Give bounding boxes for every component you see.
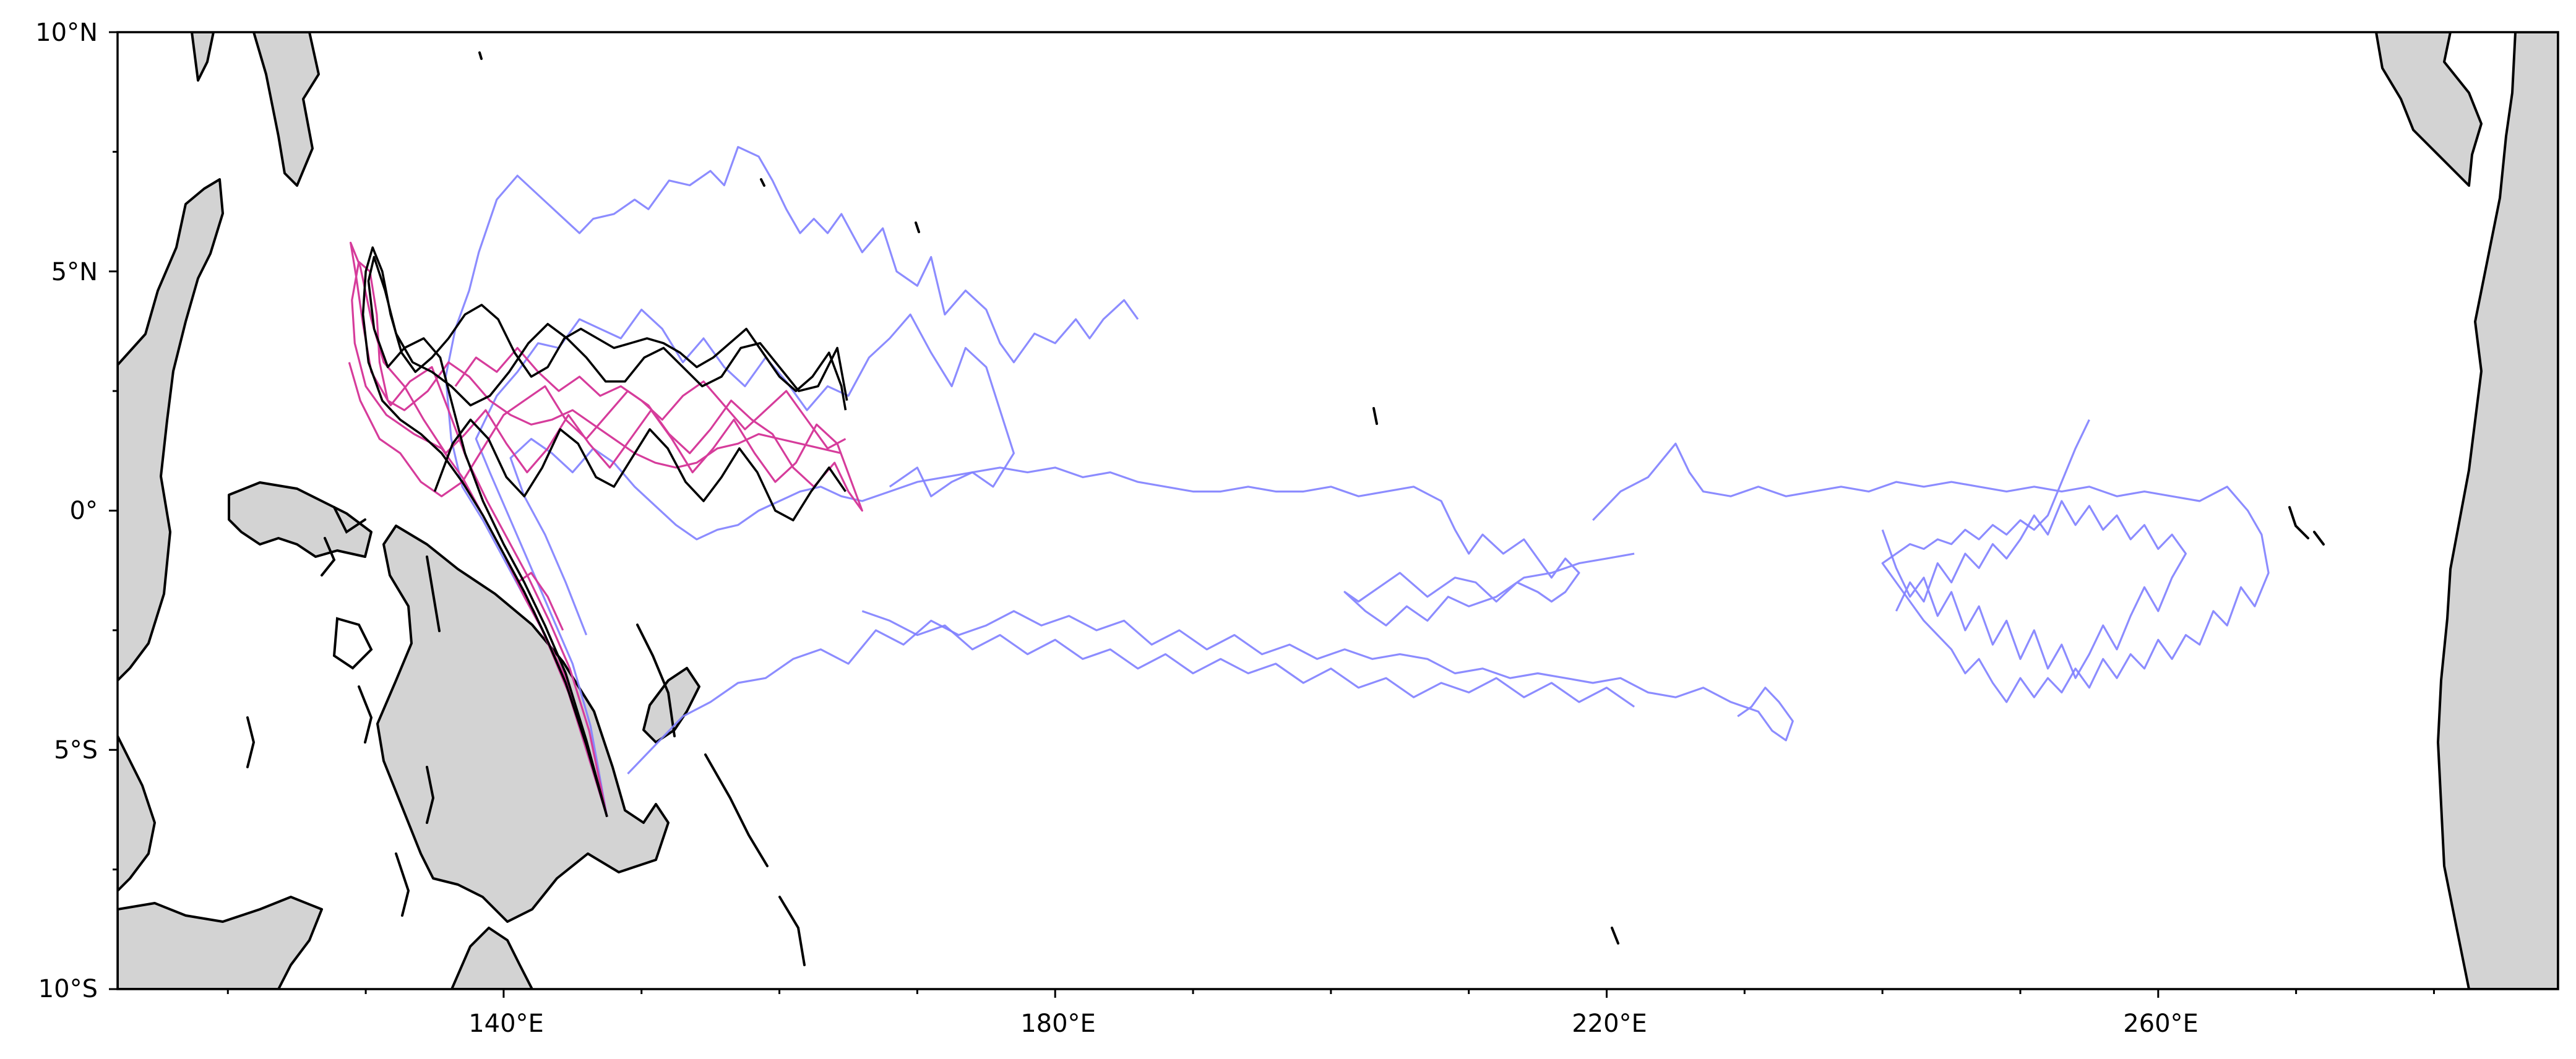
island-outline (760, 178, 765, 187)
black-trajectory-2 (367, 255, 848, 817)
island-outline (395, 852, 410, 917)
island-outline (333, 506, 366, 534)
landmass-new-guinea (376, 525, 670, 923)
landmass-halmahera (252, 32, 320, 187)
landmass-central-america (2375, 32, 2483, 187)
magenta-trajectories (348, 241, 863, 817)
blue-trajectory-2 (475, 309, 1015, 817)
blue-trajectory-6 (627, 610, 1794, 775)
island-outline (1372, 407, 1378, 425)
magenta-trajectory-1 (351, 260, 842, 817)
y-tick-label-10s: 10°S (38, 975, 98, 1003)
magenta-trajectory-4 (454, 346, 846, 450)
black-trajectory-3 (433, 418, 846, 521)
island-outline (426, 555, 441, 632)
island-outline (636, 624, 676, 737)
island-outline (426, 766, 435, 824)
island-outline (2288, 506, 2309, 539)
x-tick-label-140e: 140°E (468, 1010, 544, 1038)
island-outline (704, 753, 769, 867)
island-outline (778, 896, 806, 966)
y-tick-label-5s: 5°S (54, 736, 98, 765)
island-outline (332, 617, 373, 670)
axis-ticks (109, 31, 2435, 998)
island-outline (1611, 927, 1619, 945)
y-tick-label-10n: 10°N (35, 19, 98, 47)
magenta-trajectory-2 (348, 241, 863, 817)
landmass-borneo-edge (118, 735, 156, 892)
landmass-bismarck (642, 667, 700, 744)
landmass-australia-north (118, 896, 323, 989)
x-axis-labels: 140°E 180°E 220°E 260°E (468, 1010, 2199, 1038)
blue-trajectory-1 (444, 146, 1139, 817)
blue-trajectory-4 (1592, 419, 2270, 703)
blue-trajectory-7 (861, 610, 1635, 708)
y-tick-label-5n: 5°N (51, 258, 98, 286)
y-axis-labels: 10°N 5°N 0° 5°S 10°S (35, 19, 98, 1003)
island-layer (246, 51, 2325, 966)
island-outline (321, 537, 336, 577)
x-tick-label-260e: 260°E (2123, 1010, 2199, 1038)
blue-trajectory-5 (1881, 500, 2187, 679)
map-area[interactable] (118, 32, 2558, 989)
island-outline (358, 685, 373, 744)
island-outline (915, 221, 920, 233)
y-tick-label-equator: 0° (70, 497, 98, 525)
land-layer (118, 32, 2558, 989)
landmass-sulawesi-arm (191, 32, 215, 82)
landmass-sulawesi-halmahera (118, 178, 224, 682)
landmass-new-guinea-west (228, 481, 373, 558)
x-tick-label-220e: 220°E (1572, 1010, 1647, 1038)
blue-trajectories (444, 146, 2270, 817)
island-outline (478, 51, 483, 60)
island-outline (246, 716, 256, 768)
landmass-cape-york (450, 927, 533, 989)
black-trajectory-1 (361, 246, 847, 817)
island-outline (2313, 531, 2325, 546)
black-trajectories (361, 246, 848, 817)
x-tick-label-180e: 180°E (1020, 1010, 1096, 1038)
landmass-south-america (2437, 32, 2558, 989)
blue-trajectory-3 (509, 437, 1635, 636)
